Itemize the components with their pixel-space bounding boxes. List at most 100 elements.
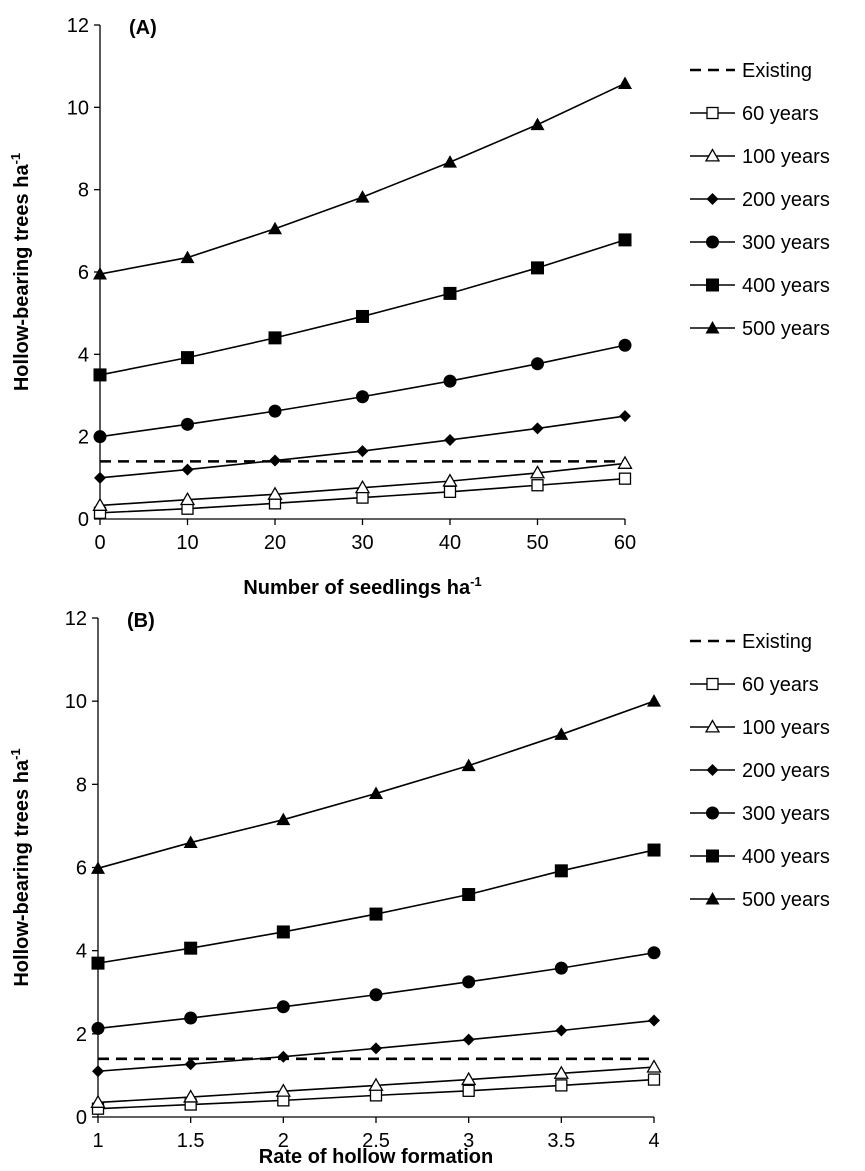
x-axis-title: Rate of hollow formation [259, 1146, 493, 1168]
panel-label: (A) [129, 17, 157, 39]
y-tick-label: 12 [65, 608, 87, 630]
data-point [369, 786, 383, 799]
y-axis-title-superscript: -1 [8, 748, 23, 760]
data-point [647, 1073, 661, 1086]
data-point [268, 331, 282, 345]
y-tick-label: 8 [78, 180, 89, 202]
data-point [183, 1089, 199, 1103]
y-tick-label: 4 [78, 344, 89, 366]
data-point [90, 1094, 106, 1108]
legend-label: 400 years [742, 275, 830, 297]
legend-label: 300 years [742, 232, 830, 254]
legend-marker [706, 849, 719, 863]
data-point [443, 374, 457, 388]
data-point [618, 472, 632, 485]
data-point [618, 338, 632, 352]
x-tick-label: 2.5 [362, 1130, 390, 1152]
x-tick-label: 4 [648, 1130, 659, 1152]
data-point [268, 221, 282, 235]
data-point [368, 1077, 384, 1091]
x-tick-label: 3 [463, 1130, 474, 1152]
data-point [443, 155, 457, 168]
data-point [92, 497, 108, 511]
y-tick-label: 2 [76, 1024, 87, 1046]
data-point [555, 1079, 568, 1092]
x-axis-title-superscript: -1 [470, 574, 482, 589]
data-point [356, 309, 369, 323]
x-axis-title-text: Number of seedlings ha [243, 577, 471, 599]
x-tick-label: 0 [94, 532, 105, 554]
series-60-years [93, 472, 632, 519]
legend-marker [706, 278, 719, 292]
data-point [184, 1058, 197, 1071]
data-point [369, 1089, 383, 1102]
data-point [179, 491, 196, 506]
data-point [461, 1071, 477, 1086]
legend-label: 200 years [742, 189, 830, 211]
series-300-years [93, 338, 632, 444]
data-point [370, 1042, 382, 1055]
data-point [619, 410, 631, 423]
x-tick-label: 1.5 [177, 1130, 205, 1152]
data-point [646, 1059, 662, 1073]
x-tick-label: 10 [176, 532, 198, 554]
data-point [275, 1083, 291, 1097]
data-point [356, 390, 369, 404]
x-tick-label: 60 [614, 532, 636, 554]
data-point [618, 76, 632, 89]
data-point [180, 250, 195, 264]
legend-label: 200 years [742, 760, 830, 782]
data-point [462, 1084, 475, 1097]
data-point [267, 486, 283, 500]
legend-label: 100 years [742, 717, 830, 739]
series-line [97, 700, 655, 870]
data-point [369, 988, 383, 1002]
legend-marker [706, 193, 719, 205]
data-point [461, 758, 476, 772]
data-point [618, 233, 632, 247]
data-point [531, 479, 544, 492]
data-point [181, 463, 194, 476]
data-point [276, 1000, 290, 1014]
series-line [97, 849, 655, 964]
legend-label: 500 years [742, 318, 830, 340]
series-100-years [92, 455, 633, 511]
data-point [276, 812, 291, 826]
x-tick-label: 30 [351, 532, 373, 554]
series-200-years [92, 1014, 660, 1078]
y-axis-title: Hollow-bearing trees ha-1 [8, 748, 33, 986]
y-tick-label: 2 [78, 427, 89, 449]
data-point [647, 694, 661, 707]
data-point [443, 286, 457, 300]
panel-label: (B) [127, 610, 155, 632]
data-point [93, 267, 107, 280]
data-point [355, 190, 370, 203]
chart-panel-b: 0 2 4 6 8 10 12 1 1.5 2 2.5 3 3.5 4 Rate of hollow for… [8, 608, 830, 1168]
data-point [531, 357, 544, 371]
data-point [462, 975, 476, 989]
data-point [462, 1033, 475, 1046]
legend-label: 100 years [742, 146, 830, 168]
y-tick-label: 6 [76, 858, 87, 880]
y-axis-title: Hollow-bearing trees ha-1 [8, 153, 33, 391]
data-point [93, 430, 107, 444]
y-axis-title-superscript: -1 [8, 153, 23, 165]
x-tick-label: 20 [264, 532, 286, 554]
data-point [269, 454, 281, 467]
data-point [91, 956, 105, 970]
legend-label: 60 years [742, 674, 819, 696]
series-60-years [91, 1073, 661, 1115]
legend-marker [705, 321, 720, 334]
y-tick-label: 0 [76, 1107, 87, 1129]
x-tick-label: 2 [278, 1130, 289, 1152]
data-point [531, 261, 544, 275]
legend-label: 300 years [742, 803, 830, 825]
data-point [356, 445, 369, 458]
data-point [354, 479, 371, 494]
series-500-years [93, 76, 632, 280]
y-axis-title-text: Hollow-bearing trees ha [11, 164, 33, 392]
data-point [442, 473, 458, 487]
data-point [554, 727, 569, 740]
y-tick-label: 12 [67, 15, 89, 37]
